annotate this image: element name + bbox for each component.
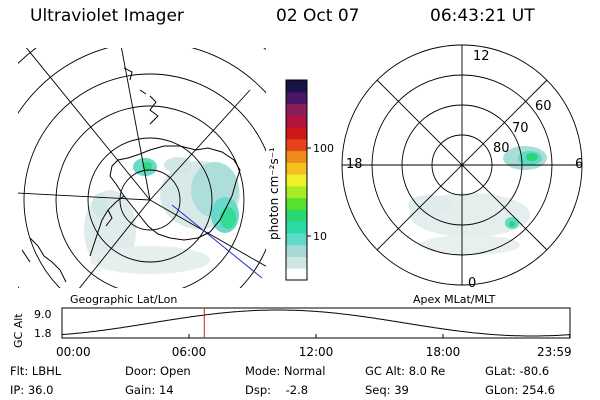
geo-track-line xyxy=(171,204,263,279)
colorbar-cell xyxy=(286,80,307,93)
colorbar-cell xyxy=(286,150,307,163)
geographic-map-panel xyxy=(18,48,266,288)
ip-value: IP: 36.0 xyxy=(10,383,54,397)
altitude-x-tick-label: 18:00 xyxy=(426,345,461,359)
mlt-label-12: 12 xyxy=(473,49,490,64)
door-value: Door: Open xyxy=(125,364,191,378)
australia-nz-coastline xyxy=(123,67,159,125)
seq-value: Seq: 39 xyxy=(365,383,409,397)
altitude-curve xyxy=(61,309,571,337)
colorbar-cell xyxy=(286,209,307,222)
apex-panel-label: Apex MLat/MLT xyxy=(413,293,496,306)
time-label: 06:43:21 UT xyxy=(430,6,535,26)
mlat-label-60: 60 xyxy=(535,99,552,114)
apex-map-panel: 12 18 6 0 60 70 80 xyxy=(341,44,583,291)
colorbar-cell xyxy=(286,197,307,210)
antarctica-coastline xyxy=(109,145,241,241)
colorbar-cell xyxy=(286,244,307,257)
mlat-label-80: 80 xyxy=(493,141,510,156)
altitude-x-ticks: 00:00 06:00 12:00 18:00 23:59 xyxy=(56,334,572,359)
colorbar xyxy=(285,79,311,281)
colorbar-cell xyxy=(286,115,307,128)
apex-aurora-emission xyxy=(408,146,547,255)
altitude-x-tick-label: 12:00 xyxy=(299,345,334,359)
altitude-x-tick-label: 00:00 xyxy=(56,345,91,359)
colorbar-cell xyxy=(286,174,307,187)
colorbar-unit-label: photon cm⁻²s⁻¹ xyxy=(267,147,281,240)
altitude-x-tick-label: 06:00 xyxy=(172,345,207,359)
colorbar-gradient xyxy=(286,80,307,281)
gain-value: Gain: 14 xyxy=(125,383,174,397)
geo-aurora-emission xyxy=(84,157,240,274)
apex-mlt-lines xyxy=(342,45,582,285)
geo-meridians xyxy=(18,48,266,288)
glat-value: GLat: -80.6 xyxy=(485,364,550,378)
colorbar-cell xyxy=(286,221,307,234)
instrument-title: Ultraviolet Imager xyxy=(30,6,184,26)
colorbar-frame xyxy=(285,79,308,281)
geo-latitude-circles xyxy=(18,48,266,288)
altitude-ylabel: GC Alt xyxy=(12,313,25,348)
colorbar-label-10: 10 xyxy=(313,230,327,243)
colorbar-cell xyxy=(286,185,307,199)
colorbar-cell xyxy=(286,103,307,116)
mlt-label-18: 18 xyxy=(346,157,363,172)
colorbar-cell xyxy=(286,268,307,281)
altitude-strip-frame xyxy=(61,307,571,339)
filter-value: Flt: LBHL xyxy=(10,364,62,378)
colorbar-cell xyxy=(286,256,307,269)
mlt-label-6: 6 xyxy=(575,157,583,172)
mlat-label-70: 70 xyxy=(512,121,529,136)
altitude-ytick-1-8: 1.8 xyxy=(34,327,52,340)
date-label: 02 Oct 07 xyxy=(276,6,360,26)
antarctic-peninsula-coastline xyxy=(89,195,125,257)
geographic-panel-label: Geographic Lat/Lon xyxy=(70,293,177,306)
altitude-x-tick-label: 23:59 xyxy=(537,345,572,359)
glon-value: GLon: 254.6 xyxy=(485,383,555,397)
mode-value: Mode: Normal xyxy=(245,364,326,378)
mlt-label-0: 0 xyxy=(468,276,476,291)
colorbar-label-100: 100 xyxy=(313,142,334,155)
altitude-ytick-9: 9.0 xyxy=(34,308,52,321)
colorbar-cell xyxy=(286,127,307,140)
gc-alt-value: GC Alt: 8.0 Re xyxy=(365,364,446,378)
colorbar-cell xyxy=(286,232,307,246)
colorbar-cell xyxy=(286,138,307,152)
colorbar-cell xyxy=(286,91,307,105)
dsp-value: Dsp: -2.8 xyxy=(245,383,309,397)
south-america-coastline xyxy=(21,237,67,283)
altitude-strip: 00:00 06:00 12:00 18:00 23:59 xyxy=(56,307,572,359)
colorbar-cell xyxy=(286,162,307,175)
